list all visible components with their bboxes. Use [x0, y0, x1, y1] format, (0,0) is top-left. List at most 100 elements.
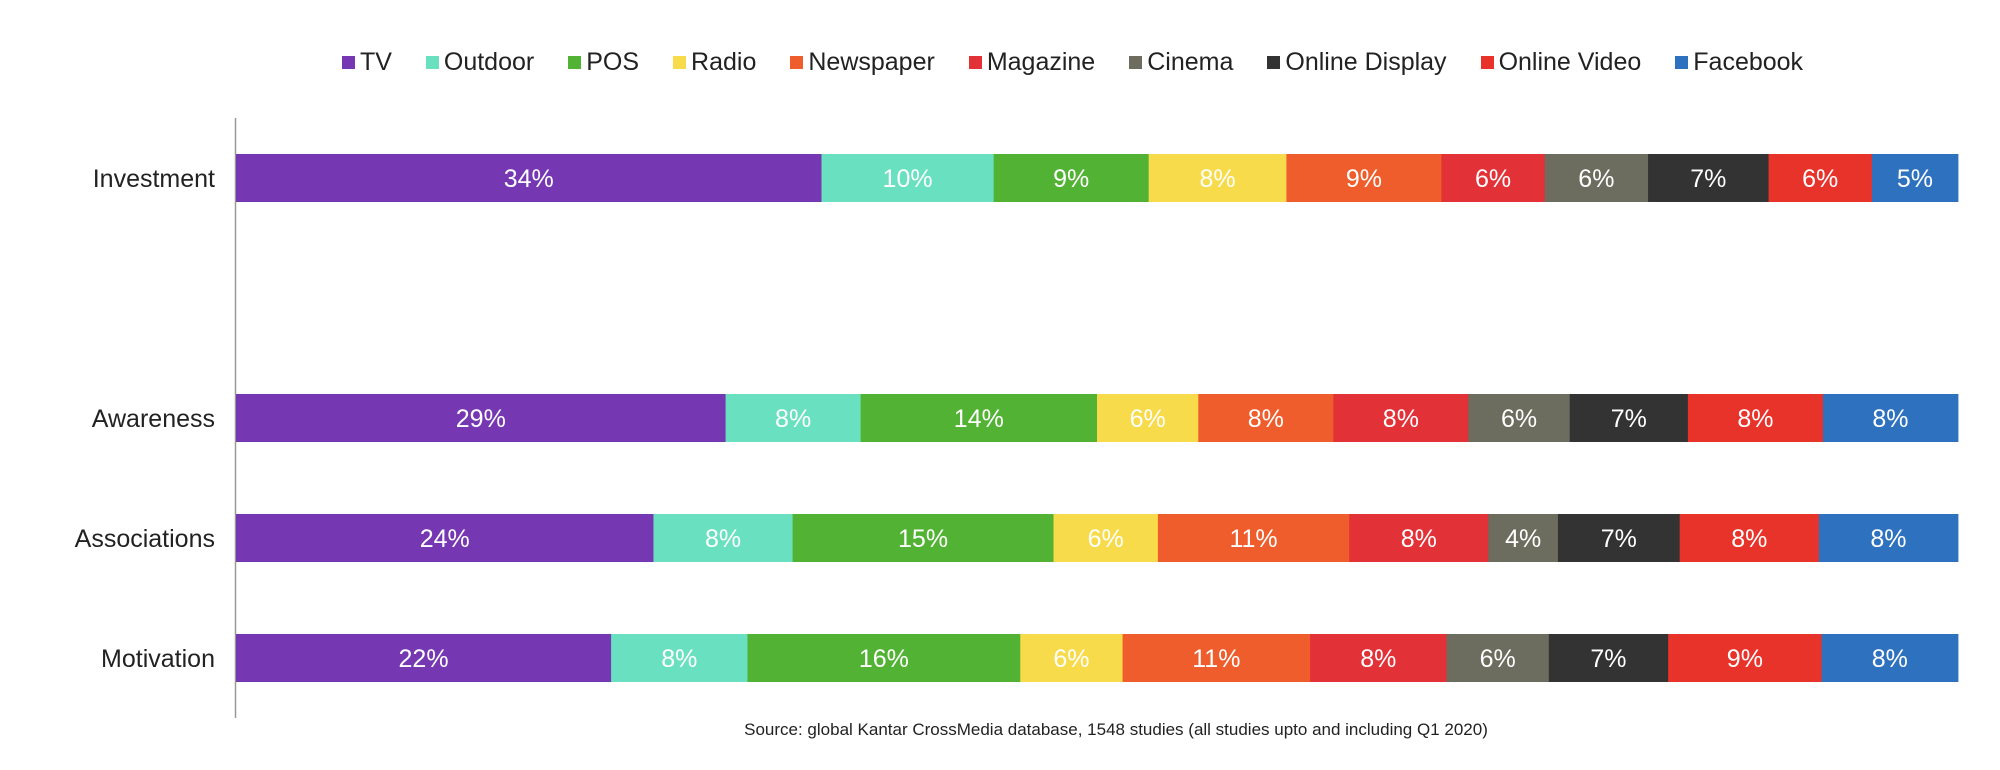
bar-segment-motivation-magazine [1310, 634, 1447, 682]
data-label-motivation-newspaper: 11% [1192, 645, 1240, 673]
bar-segment-associations-online-display [1557, 514, 1681, 562]
legend-swatch [1129, 55, 1143, 69]
bar-segment-investment-online-display [1648, 154, 1769, 202]
bar-segment-investment-online-video [1768, 154, 1873, 202]
bar-segment-awareness-outdoor [725, 394, 862, 442]
data-label-motivation-magazine: 8% [1360, 645, 1396, 673]
bar-segment-motivation-newspaper [1122, 634, 1311, 682]
legend-label: Cinema [1147, 47, 1234, 76]
data-label-investment-online-display: 7% [1690, 165, 1726, 193]
legend-label: Radio [691, 47, 757, 76]
data-label-awareness-pos: 14% [954, 405, 1004, 433]
bar-segment-awareness-magazine [1333, 394, 1469, 442]
bar-segment-investment-radio [1148, 154, 1287, 202]
bar-segment-awareness-newspaper [1198, 394, 1334, 442]
data-label-associations-pos: 15% [898, 525, 948, 553]
source-note: Source: global Kantar CrossMedia databas… [744, 720, 1488, 739]
bar-segment-awareness-facebook [1822, 394, 1959, 442]
legend-item-facebook: Facebook [1675, 48, 1803, 77]
data-label-motivation-online-display: 7% [1590, 645, 1626, 673]
data-label-awareness-online-display: 7% [1611, 405, 1647, 433]
data-label-awareness-radio: 6% [1130, 405, 1166, 433]
bar-segment-awareness-cinema [1468, 394, 1571, 442]
bar-segment-motivation-cinema [1446, 634, 1550, 682]
data-label-motivation-facebook: 8% [1872, 645, 1908, 673]
bar-segment-awareness-online-video [1687, 394, 1824, 442]
data-label-associations-facebook: 8% [1870, 525, 1906, 553]
bar-segment-awareness-tv [236, 394, 726, 442]
bar-segment-motivation-outdoor [611, 634, 748, 682]
data-label-investment-newspaper: 9% [1346, 165, 1382, 193]
data-label-investment-pos: 9% [1053, 165, 1089, 193]
legend-item-magazine: Magazine [968, 47, 1096, 77]
legend-swatch [568, 55, 582, 69]
bar-segment-awareness-online-display [1569, 394, 1689, 442]
data-label-motivation-pos: 16% [859, 645, 909, 673]
data-label-associations-radio: 6% [1088, 525, 1124, 553]
bar-segment-associations-tv [236, 514, 654, 562]
legend-swatch [1480, 55, 1494, 69]
legend-swatch [790, 55, 804, 69]
legend-swatch [968, 55, 982, 69]
bar-segment-investment-outdoor [821, 154, 995, 202]
data-label-awareness-outdoor: 8% [775, 405, 811, 433]
data-label-associations-magazine: 8% [1401, 525, 1437, 553]
data-label-motivation-online-video: 9% [1727, 645, 1763, 673]
data-label-motivation-cinema: 6% [1480, 645, 1516, 673]
bar-segment-motivation-online-display [1548, 634, 1669, 682]
data-label-investment-outdoor: 10% [883, 165, 933, 193]
legend-item-cinema: Cinema [1129, 48, 1233, 77]
data-label-associations-tv: 24% [420, 525, 470, 553]
legend-label: Magazine [986, 47, 1096, 76]
legend-swatch [341, 55, 355, 69]
category-label-investment: Investment [93, 165, 215, 193]
data-label-awareness-newspaper: 8% [1248, 405, 1284, 433]
data-label-investment-facebook: 5% [1897, 165, 1933, 193]
data-label-investment-cinema: 6% [1578, 165, 1614, 193]
legend-item-online-display: Online Display [1267, 47, 1447, 77]
legend-swatch [1267, 55, 1281, 69]
data-label-investment-magazine: 6% [1475, 165, 1511, 193]
bar-segment-investment-pos [993, 154, 1150, 202]
bar-segment-awareness-pos [860, 394, 1098, 442]
legend-item-outdoor: Outdoor [425, 47, 535, 77]
data-label-motivation-radio: 6% [1053, 645, 1089, 673]
data-label-awareness-tv: 29% [456, 405, 506, 433]
legend-label: Newspaper [808, 47, 935, 76]
legend-label: Online Display [1285, 47, 1447, 76]
bar-segment-motivation-facebook [1821, 634, 1959, 682]
bar-segment-investment-magazine [1441, 154, 1546, 202]
bar-segment-associations-online-video [1679, 514, 1820, 562]
data-label-associations-newspaper: 11% [1229, 525, 1277, 553]
data-label-investment-radio: 8% [1199, 165, 1235, 193]
legend-swatch [673, 55, 687, 69]
data-label-awareness-cinema: 6% [1501, 405, 1537, 433]
legend-swatch [1675, 55, 1689, 69]
bar-segment-motivation-radio [1020, 634, 1123, 682]
bar-segment-awareness-radio [1097, 394, 1199, 442]
bar-segment-associations-pos [792, 514, 1054, 562]
bar-segment-investment-facebook [1871, 154, 1959, 202]
data-label-awareness-online-video: 8% [1737, 405, 1773, 433]
data-label-motivation-outdoor: 8% [661, 645, 697, 673]
bar-segment-investment-newspaper [1286, 154, 1442, 202]
legend-item-pos: POS [568, 48, 639, 77]
legend-label: TV [359, 47, 392, 76]
legend-label: Online Video [1498, 47, 1642, 76]
bar-segment-associations-cinema [1488, 514, 1559, 562]
data-label-awareness-facebook: 8% [1872, 405, 1908, 433]
legend-item-radio: Radio [673, 48, 756, 77]
bar-segment-associations-facebook [1818, 514, 1959, 562]
bar-segment-motivation-pos [747, 634, 1021, 682]
category-label-motivation: Motivation [101, 645, 215, 673]
legend-item-online-video: Online Video [1480, 47, 1642, 77]
data-label-associations-online-video: 8% [1731, 525, 1767, 553]
bar-segment-associations-outdoor [653, 514, 794, 562]
legend-label: Outdoor [443, 47, 535, 76]
bar-segment-associations-radio [1053, 514, 1159, 562]
data-label-associations-online-display: 7% [1601, 525, 1637, 553]
data-label-motivation-tv: 22% [399, 645, 449, 673]
data-label-investment-online-video: 6% [1802, 165, 1838, 193]
category-label-associations: Associations [75, 525, 215, 553]
